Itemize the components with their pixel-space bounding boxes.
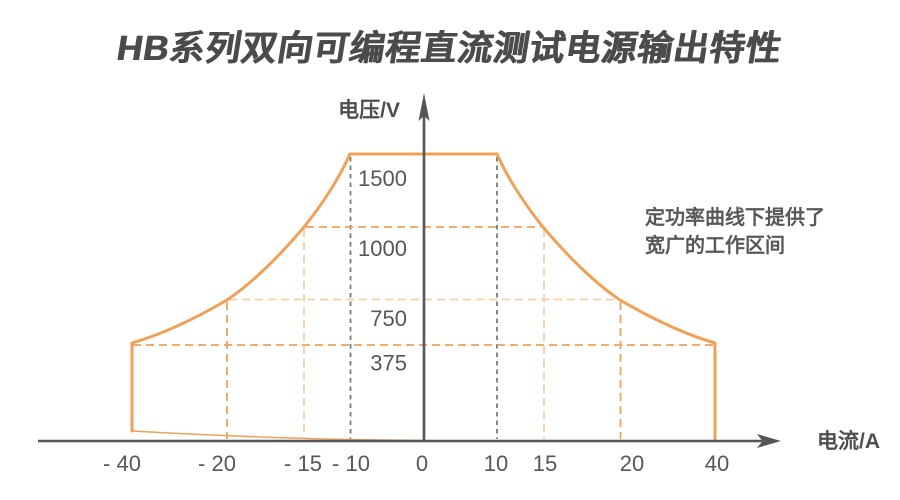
x-tick-40: 40: [705, 451, 729, 476]
y-tick-750: 750: [370, 306, 407, 331]
y-axis-unit-label: 电压/V: [338, 99, 400, 122]
x-tick-0: 0: [416, 451, 428, 476]
x-tick-neg15: - 15: [284, 451, 322, 476]
x-axis-arrow-icon: [757, 434, 781, 448]
x-tick-15: 15: [533, 451, 557, 476]
x-axis-unit-label: 电流/A: [817, 429, 880, 453]
annotation-line-2: 宽广的工作区间: [645, 233, 785, 257]
x-tick-neg20: - 20: [198, 451, 236, 476]
gridline-vertical-gray-i10: [349, 157, 498, 439]
constant-power-annotation: 定功率曲线下提供了 宽广的工作区间: [645, 205, 825, 257]
x-tick-10: 10: [484, 451, 508, 476]
y-tick-1500: 1500: [358, 166, 407, 191]
x-tick-neg10: - 10: [332, 451, 370, 476]
power-envelope-bottom-edge: [131, 430, 423, 442]
annotation-line-1: 定功率曲线下提供了: [645, 205, 825, 229]
y-axis-arrow-icon: [418, 93, 430, 121]
gridline-vertical-pale-i15: [303, 229, 545, 439]
y-tick-1000: 1000: [358, 236, 407, 261]
y-tick-375: 375: [370, 351, 407, 376]
gridline-vertical-orange-i20: [226, 302, 622, 439]
x-tick-neg40: - 40: [103, 451, 141, 476]
x-tick-20: 20: [620, 451, 644, 476]
